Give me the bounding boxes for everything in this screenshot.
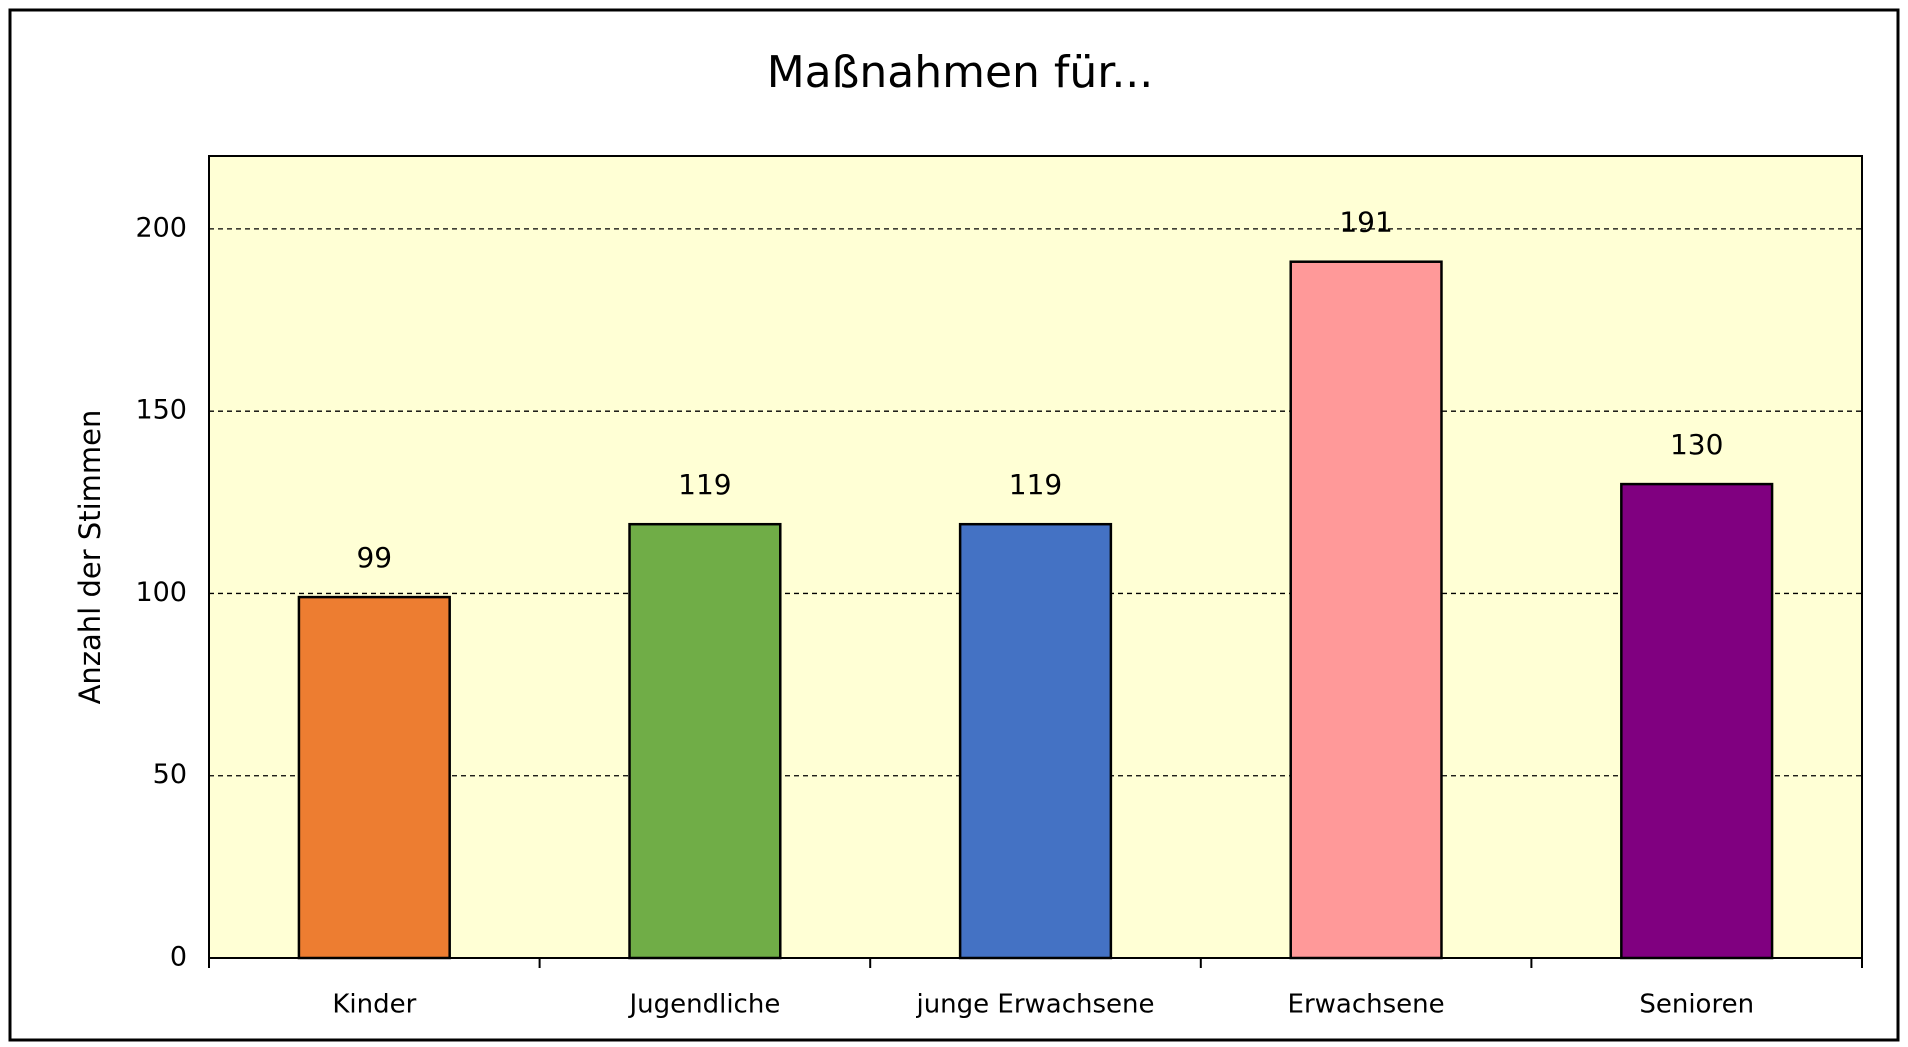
data-label: 119 <box>678 468 731 501</box>
bar <box>297 595 451 960</box>
data-label: 191 <box>1339 206 1392 239</box>
y-tick-label: 150 <box>135 395 187 426</box>
data-label: 130 <box>1670 428 1723 461</box>
bar <box>1620 482 1774 960</box>
bar <box>1289 260 1443 960</box>
bar <box>958 522 1113 960</box>
data-label: 119 <box>1009 468 1062 501</box>
data-label: 99 <box>356 541 392 574</box>
x-tick-label: Kinder <box>332 990 416 1020</box>
x-tick-label: Jugendliche <box>627 990 780 1020</box>
x-tick-label: junge Erwachsene <box>915 990 1154 1020</box>
y-tick-label: 100 <box>135 577 187 608</box>
y-tick-label: 200 <box>135 212 187 243</box>
y-axis-label: Anzahl der Stimmen <box>73 410 107 705</box>
y-tick-label: 0 <box>170 942 187 973</box>
chart-title: Maßnahmen für... <box>767 47 1154 98</box>
y-tick-label: 50 <box>153 759 187 790</box>
x-tick-label: Erwachsene <box>1288 990 1445 1020</box>
bar <box>628 522 782 960</box>
x-tick-label: Senioren <box>1639 990 1754 1020</box>
